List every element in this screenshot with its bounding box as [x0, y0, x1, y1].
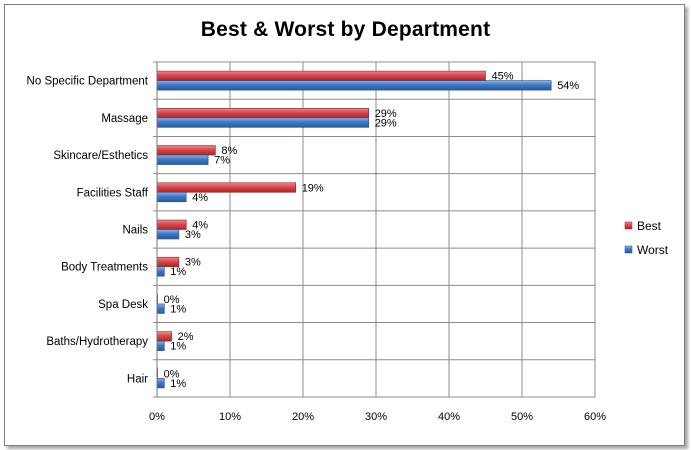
x-tick-label: 0% — [149, 411, 165, 423]
data-label-best: 8% — [221, 145, 237, 157]
data-label-best: 4% — [192, 220, 208, 232]
bar-best — [156, 182, 296, 193]
data-label-worst: 4% — [192, 192, 208, 204]
category-label: Spa Desk — [98, 299, 148, 311]
x-tick-label: 60% — [584, 411, 606, 423]
data-label-best: 29% — [375, 108, 397, 120]
data-label-worst: 3% — [185, 229, 201, 241]
category-label: Skincare/Esthetics — [53, 150, 148, 162]
category-label: No Specific Department — [27, 76, 149, 88]
bar-worst — [156, 229, 180, 240]
bar-worst — [156, 154, 209, 165]
legend-swatch-best — [624, 221, 633, 230]
data-label-worst: 1% — [170, 303, 186, 315]
category-label: Facilities Staff — [77, 187, 149, 199]
x-tick-label: 20% — [292, 411, 314, 423]
bar-worst — [156, 340, 165, 351]
bar-best — [156, 145, 216, 156]
bar-worst — [156, 117, 369, 128]
legend-swatch-worst — [624, 245, 633, 254]
legend-label-best: Best — [637, 219, 662, 233]
x-tick-label: 30% — [365, 411, 387, 423]
bar-worst — [156, 191, 187, 203]
x-tick-label: 10% — [219, 411, 241, 423]
data-labels: 45%54%29%29%8%7%19%4%4%3%3%1%0%1%2%1%0%1… — [164, 71, 580, 390]
category-label: Hair — [127, 373, 148, 385]
data-label-best: 3% — [185, 257, 201, 269]
data-label-worst: 54% — [557, 80, 579, 92]
data-label-worst: 1% — [170, 341, 186, 353]
data-label-best: 0% — [164, 368, 180, 380]
bar-series — [156, 70, 552, 389]
data-label-best: 45% — [492, 71, 514, 83]
legend: Best Worst — [624, 219, 669, 257]
data-label-best: 19% — [302, 182, 324, 194]
category-label: Massage — [101, 113, 148, 125]
data-label-worst: 1% — [170, 266, 186, 278]
chart-title: Best & Worst by Department — [200, 18, 491, 41]
x-tick-label: 40% — [438, 411, 460, 423]
category-label: Baths/Hydrotherapy — [46, 336, 148, 348]
grid-lines — [153, 61, 596, 398]
legend-label-worst: Worst — [637, 243, 669, 257]
data-label-worst: 7% — [214, 155, 230, 167]
category-label: Nails — [122, 225, 148, 237]
data-label-best: 0% — [164, 294, 180, 306]
data-label-worst: 1% — [170, 378, 186, 390]
bar-best — [156, 70, 486, 81]
bar-worst — [156, 266, 165, 277]
x-tick-label: 50% — [511, 411, 533, 423]
bar-best — [156, 108, 369, 119]
data-label-best: 2% — [178, 331, 194, 343]
bar-best — [156, 219, 187, 230]
data-label-worst: 29% — [375, 117, 397, 129]
category-label: Body Treatments — [61, 262, 148, 274]
axes: 0% 10% 20% 30% 40% 50% 60% No Specific Departme… — [27, 62, 606, 423]
